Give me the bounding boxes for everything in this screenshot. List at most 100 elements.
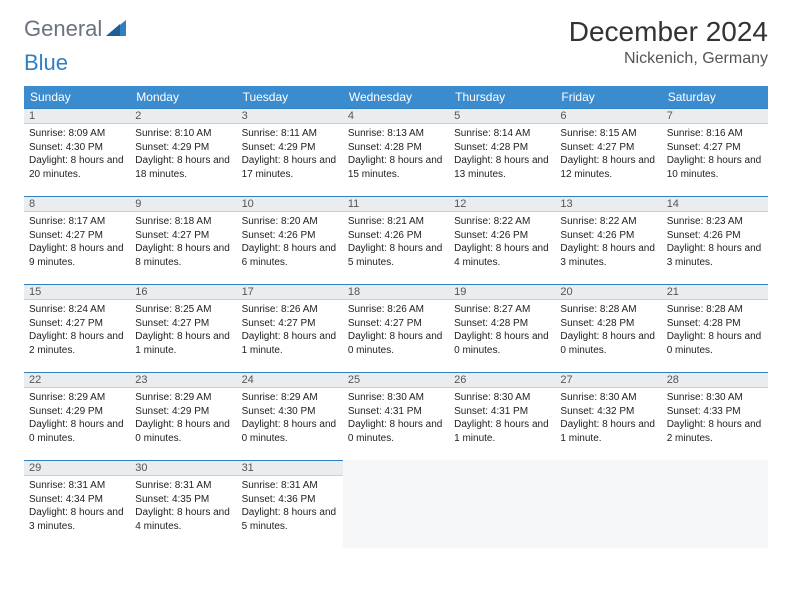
sunrise-line: Sunrise: 8:30 AM	[560, 391, 656, 405]
day-details: Sunrise: 8:30 AMSunset: 4:32 PMDaylight:…	[555, 388, 661, 449]
calendar-week-row: 22Sunrise: 8:29 AMSunset: 4:29 PMDayligh…	[24, 372, 768, 460]
daylight-line: Daylight: 8 hours and 18 minutes.	[135, 154, 231, 181]
daylight-line: Daylight: 8 hours and 10 minutes.	[667, 154, 763, 181]
calendar-week-row: 29Sunrise: 8:31 AMSunset: 4:34 PMDayligh…	[24, 460, 768, 548]
daylight-line: Daylight: 8 hours and 13 minutes.	[454, 154, 550, 181]
weekday-header-cell: Saturday	[662, 86, 768, 108]
calendar-day-cell: 11Sunrise: 8:21 AMSunset: 4:26 PMDayligh…	[343, 196, 449, 284]
sunset-line: Sunset: 4:27 PM	[29, 317, 125, 331]
sunset-line: Sunset: 4:27 PM	[667, 141, 763, 155]
calendar-day-cell: 8Sunrise: 8:17 AMSunset: 4:27 PMDaylight…	[24, 196, 130, 284]
daylight-line: Daylight: 8 hours and 0 minutes.	[348, 418, 444, 445]
sunrise-line: Sunrise: 8:14 AM	[454, 127, 550, 141]
sunset-line: Sunset: 4:27 PM	[135, 317, 231, 331]
daylight-line: Daylight: 8 hours and 9 minutes.	[29, 242, 125, 269]
sunset-line: Sunset: 4:26 PM	[454, 229, 550, 243]
day-number: 30	[130, 460, 236, 476]
day-details: Sunrise: 8:24 AMSunset: 4:27 PMDaylight:…	[24, 300, 130, 361]
day-number: 15	[24, 284, 130, 300]
sunset-line: Sunset: 4:29 PM	[135, 405, 231, 419]
calendar-day-cell: 13Sunrise: 8:22 AMSunset: 4:26 PMDayligh…	[555, 196, 661, 284]
sunset-line: Sunset: 4:28 PM	[348, 141, 444, 155]
day-number: 29	[24, 460, 130, 476]
calendar-day-cell: 10Sunrise: 8:20 AMSunset: 4:26 PMDayligh…	[237, 196, 343, 284]
calendar-day-cell	[343, 460, 449, 548]
sunset-line: Sunset: 4:27 PM	[348, 317, 444, 331]
calendar-day-cell: 5 Sunrise: 8:14 AMSunset: 4:28 PMDaylight…	[449, 108, 555, 196]
sunrise-line: Sunrise: 8:29 AM	[135, 391, 231, 405]
month-title: December 2024	[569, 16, 768, 48]
day-details: Sunrise: 8:20 AMSunset: 4:26 PMDaylight:…	[237, 212, 343, 273]
calendar-day-cell: 31Sunrise: 8:31 AMSunset: 4:36 PMDayligh…	[237, 460, 343, 548]
day-details: Sunrise: 8:27 AMSunset: 4:28 PMDaylight:…	[449, 300, 555, 361]
calendar-day-cell	[555, 460, 661, 548]
calendar-day-cell: 24Sunrise: 8:29 AMSunset: 4:30 PMDayligh…	[237, 372, 343, 460]
daylight-line: Daylight: 8 hours and 5 minutes.	[348, 242, 444, 269]
daylight-line: Daylight: 8 hours and 5 minutes.	[242, 506, 338, 533]
weekday-header-cell: Friday	[555, 86, 661, 108]
calendar-day-cell	[449, 460, 555, 548]
sunset-line: Sunset: 4:26 PM	[348, 229, 444, 243]
sunrise-line: Sunrise: 8:21 AM	[348, 215, 444, 229]
sunrise-line: Sunrise: 8:16 AM	[667, 127, 763, 141]
logo-text-general: General	[24, 16, 102, 42]
calendar-day-cell: 27Sunrise: 8:30 AMSunset: 4:32 PMDayligh…	[555, 372, 661, 460]
weekday-header-cell: Monday	[130, 86, 236, 108]
sunset-line: Sunset: 4:34 PM	[29, 493, 125, 507]
weekday-header-cell: Tuesday	[237, 86, 343, 108]
calendar-week-row: 1Sunrise: 8:09 AMSunset: 4:30 PMDaylight…	[24, 108, 768, 196]
day-number: 17	[237, 284, 343, 300]
sunrise-line: Sunrise: 8:17 AM	[29, 215, 125, 229]
calendar-day-cell: 2Sunrise: 8:10 AMSunset: 4:29 PMDaylight…	[130, 108, 236, 196]
sunrise-line: Sunrise: 8:25 AM	[135, 303, 231, 317]
day-number: 22	[24, 372, 130, 388]
calendar-day-cell	[662, 460, 768, 548]
title-block: December 2024 Nickenich, Germany	[569, 16, 768, 68]
day-number: 4	[343, 108, 449, 124]
daylight-line: Daylight: 8 hours and 2 minutes.	[667, 418, 763, 445]
calendar-day-cell: 30Sunrise: 8:31 AMSunset: 4:35 PMDayligh…	[130, 460, 236, 548]
day-details: Sunrise: 8:23 AMSunset: 4:26 PMDaylight:…	[662, 212, 768, 273]
calendar-day-cell: 23Sunrise: 8:29 AMSunset: 4:29 PMDayligh…	[130, 372, 236, 460]
calendar-day-cell: 15Sunrise: 8:24 AMSunset: 4:27 PMDayligh…	[24, 284, 130, 372]
calendar-day-cell: 19Sunrise: 8:27 AMSunset: 4:28 PMDayligh…	[449, 284, 555, 372]
sunset-line: Sunset: 4:26 PM	[667, 229, 763, 243]
calendar-day-cell: 6Sunrise: 8:15 AMSunset: 4:27 PMDaylight…	[555, 108, 661, 196]
sunset-line: Sunset: 4:28 PM	[454, 141, 550, 155]
day-number: 8	[24, 196, 130, 212]
calendar-day-cell: 28Sunrise: 8:30 AMSunset: 4:33 PMDayligh…	[662, 372, 768, 460]
daylight-line: Daylight: 8 hours and 15 minutes.	[348, 154, 444, 181]
day-details: Sunrise: 8:28 AMSunset: 4:28 PMDaylight:…	[555, 300, 661, 361]
calendar-weekday-header: SundayMondayTuesdayWednesdayThursdayFrid…	[24, 86, 768, 108]
day-number: 13	[555, 196, 661, 212]
day-number: 14	[662, 196, 768, 212]
sunrise-line: Sunrise: 8:09 AM	[29, 127, 125, 141]
calendar-day-cell: 21Sunrise: 8:28 AMSunset: 4:28 PMDayligh…	[662, 284, 768, 372]
calendar-table: SundayMondayTuesdayWednesdayThursdayFrid…	[24, 86, 768, 548]
day-number: 18	[343, 284, 449, 300]
day-number: 3	[237, 108, 343, 124]
day-number: 2	[130, 108, 236, 124]
sunrise-line: Sunrise: 8:23 AM	[667, 215, 763, 229]
day-details: Sunrise: 8:30 AMSunset: 4:31 PMDaylight:…	[343, 388, 449, 449]
sunset-line: Sunset: 4:27 PM	[135, 229, 231, 243]
sunrise-line: Sunrise: 8:13 AM	[348, 127, 444, 141]
day-number: 7	[662, 108, 768, 124]
daylight-line: Daylight: 8 hours and 3 minutes.	[667, 242, 763, 269]
daylight-line: Daylight: 8 hours and 6 minutes.	[242, 242, 338, 269]
calendar-day-cell: 17Sunrise: 8:26 AMSunset: 4:27 PMDayligh…	[237, 284, 343, 372]
sunset-line: Sunset: 4:29 PM	[135, 141, 231, 155]
calendar-day-cell: 25Sunrise: 8:30 AMSunset: 4:31 PMDayligh…	[343, 372, 449, 460]
weekday-header-cell: Wednesday	[343, 86, 449, 108]
sunrise-line: Sunrise: 8:26 AM	[242, 303, 338, 317]
sunrise-line: Sunrise: 8:15 AM	[560, 127, 656, 141]
daylight-line: Daylight: 8 hours and 3 minutes.	[560, 242, 656, 269]
daylight-line: Daylight: 8 hours and 0 minutes.	[135, 418, 231, 445]
weekday-header-cell: Thursday	[449, 86, 555, 108]
day-number: 5	[449, 108, 555, 124]
sunrise-line: Sunrise: 8:22 AM	[560, 215, 656, 229]
day-details: Sunrise: 8:28 AMSunset: 4:28 PMDaylight:…	[662, 300, 768, 361]
sunset-line: Sunset: 4:28 PM	[560, 317, 656, 331]
sunrise-line: Sunrise: 8:26 AM	[348, 303, 444, 317]
sunset-line: Sunset: 4:30 PM	[242, 405, 338, 419]
